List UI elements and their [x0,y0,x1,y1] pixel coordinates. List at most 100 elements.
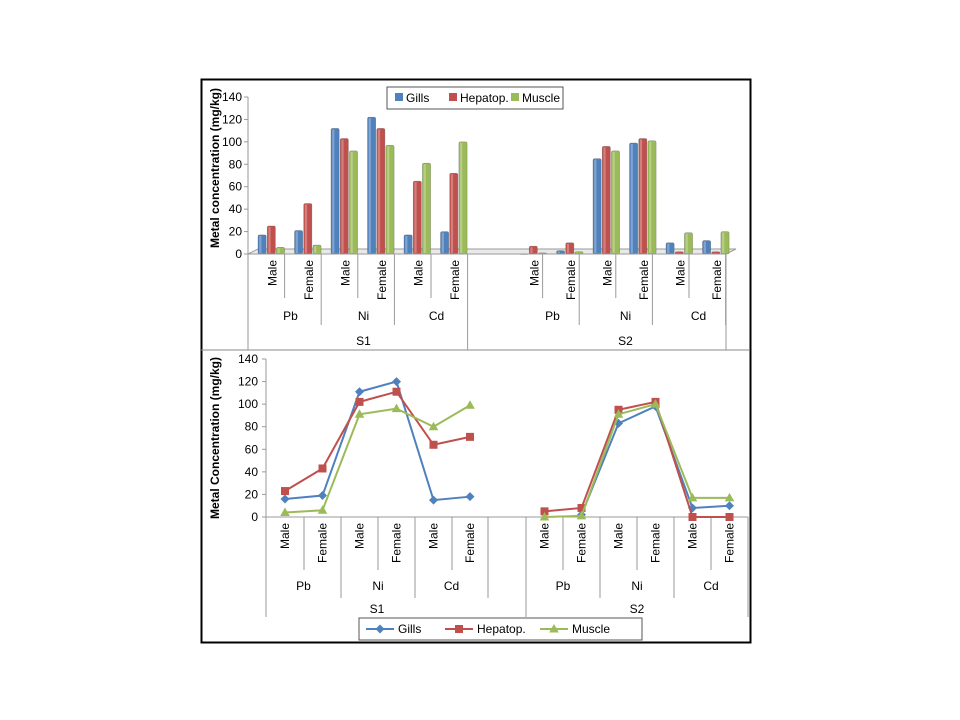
sex-label: Male [673,260,687,286]
legend-label: Hepatop. [460,91,509,105]
bar-highlight [566,243,570,253]
bar-highlight [557,251,560,253]
metal-label: Cd [703,579,718,593]
metal-label: Cd [444,579,459,593]
y-tick-label: 140 [238,352,258,366]
sex-label: Female [575,523,589,563]
bar-highlight [685,233,688,253]
line-series [280,399,735,521]
y-tick-label: 80 [229,157,243,171]
site-label: S2 [630,602,645,616]
sex-label: Female [448,260,462,300]
sex-label: Male [265,260,279,286]
line-chart: 0 20 40 60 80 100 120 140 Metal Concentration (m… [208,352,749,641]
metal-label: Pb [556,579,571,593]
metal-label: Ni [372,579,383,593]
y-tick-label: 20 [229,225,243,239]
bar-highlight [368,118,371,253]
legend-label: Muscle [522,91,560,105]
sex-label: Male [353,523,367,549]
square-marker [577,503,586,512]
series-line [544,400,730,518]
bar-highlight [703,241,706,253]
sex-label: Female [390,523,404,563]
bar-highlight [722,232,725,253]
site-label: S1 [370,602,385,616]
sex-label: Male [612,523,626,549]
triangle-marker [724,492,735,502]
bar-highlight [350,151,353,253]
triangle-marker [354,409,365,418]
sex-label: Male [427,523,441,549]
bar-highlight [603,147,606,253]
bar-highlight [377,129,381,253]
bar-highlight [530,247,533,253]
bar-highlight [295,231,298,253]
triangle-marker [549,624,559,633]
series-line [284,380,471,502]
line-series [280,377,734,520]
bar-highlight [332,129,335,253]
square-marker [392,387,401,396]
metal-label: Pb [296,579,311,593]
legend-swatch [395,93,403,101]
sex-label: Male [527,260,541,286]
y-tick-label: 40 [245,465,259,479]
legend-label: Gills [398,622,421,636]
site-label: S1 [356,334,371,348]
bar-highlight [414,182,417,253]
triangle-marker [465,400,475,409]
line-series [281,387,734,521]
bar-highlight [277,248,280,253]
bar-highlight [341,139,344,253]
bar-highlight [314,246,317,253]
square-marker [429,440,438,449]
metal-label: Ni [620,309,631,323]
triangle-marker [576,510,587,520]
metal-label: Pb [545,309,560,323]
square-marker [688,513,697,521]
sex-label: Male [411,260,425,286]
metal-label: Ni [631,579,642,593]
bar-highlight [649,141,652,253]
category-axis: Male Female Pb Male Female Ni Male Female Cd S1 Ma… [265,516,749,617]
square-marker [455,625,463,633]
y-tick-label: 100 [238,397,258,411]
triangle-marker [317,505,328,514]
series-line [544,402,730,518]
legend-swatch [511,93,519,101]
site-label: S2 [618,334,633,348]
y-tick-label: 0 [235,247,242,261]
square-marker [540,507,549,516]
diamond-marker [465,492,475,502]
legend-label: Gills [406,91,429,105]
triangle-marker [539,512,550,521]
diamond-marker [375,624,385,634]
y-tick-label: 80 [245,420,259,434]
triangle-marker [391,403,402,413]
bar-highlight [387,146,390,253]
square-marker [318,464,327,473]
y-tick-label: 120 [222,112,242,126]
y-axis-title: Metal concentration (mg/kg) [208,88,222,248]
y-tick-label: 20 [245,487,259,501]
sex-label: Female [649,523,663,563]
bar-legend: Gills Hepatop. Muscle [386,86,564,110]
figure-frame [200,78,752,644]
y-tick-label: 100 [222,135,242,149]
square-marker [466,432,474,441]
bar-highlight [304,204,308,253]
triangle-marker [428,421,439,431]
legend-swatch [449,93,457,101]
sex-label: Female [302,260,316,300]
metal-label: Pb [283,309,298,323]
sex-label: Female [375,260,389,300]
sex-label: Male [338,260,352,286]
bar-highlight [441,232,444,253]
legend-label: Hepatop. [477,622,526,636]
series-line [284,390,471,492]
sex-label: Female [723,523,737,563]
diamond-marker [392,377,401,387]
